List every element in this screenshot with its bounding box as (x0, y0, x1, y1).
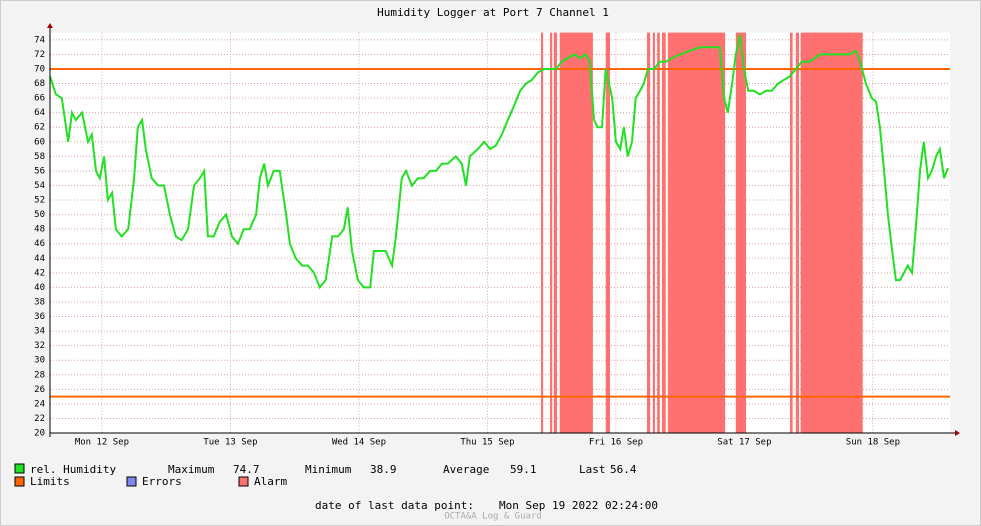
credit: OCTA&A Log & Guard (444, 512, 542, 522)
alarm-span (735, 32, 747, 433)
footer-date: Mon Sep 19 2022 02:24:00 (499, 499, 658, 512)
x-arrow (955, 430, 960, 436)
legend-label: Alarm (254, 475, 287, 488)
stat-value: 59.1 (510, 463, 537, 476)
y-tick-label: 48 (34, 225, 45, 235)
y-tick-label: 52 (34, 196, 45, 206)
legend-label: Limits (30, 475, 70, 488)
y-tick-label: 42 (34, 268, 45, 278)
legend-label: Errors (142, 475, 182, 488)
alarm-span (550, 32, 553, 433)
y-tick-label: 44 (34, 254, 45, 264)
y-tick-label: 58 (34, 152, 45, 162)
legend-swatch (238, 476, 249, 487)
y-tick-label: 26 (34, 385, 45, 395)
x-tick-label: Thu 15 Sep (460, 438, 514, 448)
alarm-span (605, 32, 611, 433)
alarm-span (652, 32, 655, 433)
stat-label: Minimum (305, 463, 352, 476)
alarm-span (795, 32, 800, 433)
y-tick-label: 46 (34, 239, 45, 249)
alarm-span (657, 32, 660, 433)
footer-label: date of last data point: (315, 499, 474, 512)
alarm-span (646, 32, 651, 433)
x-tick-label: Tue 13 Sep (203, 438, 257, 448)
y-tick-label: 22 (34, 414, 45, 424)
alarm-span (789, 32, 793, 433)
alarm-span (800, 32, 863, 433)
alarm-span (540, 32, 544, 433)
alarm-span (553, 32, 558, 433)
y-tick-label: 70 (34, 65, 45, 75)
y-tick-label: 36 (34, 312, 45, 322)
y-tick-label: 38 (34, 297, 45, 307)
alarm-span (661, 32, 666, 433)
y-tick-label: 72 (34, 50, 45, 60)
x-tick-label: Sat 17 Sep (717, 438, 771, 448)
stat-label: Last (579, 463, 606, 476)
y-tick-label: 56 (34, 166, 45, 176)
y-tick-label: 24 (34, 399, 45, 409)
y-tick-label: 68 (34, 79, 45, 89)
plot: 20 22 24 26 28 30 32 34 36 38 40 42 44 46 48 50 52 54 56 58… (34, 32, 950, 448)
stat-label: Average (443, 463, 489, 476)
stat-value: 74.7 (233, 463, 260, 476)
stat-label: Maximum (168, 463, 215, 476)
x-tick-label: Mon 12 Sep (75, 438, 129, 448)
legend-swatch (14, 476, 25, 487)
y-tick-label: 64 (34, 108, 45, 118)
stat-value: 56.4 (610, 463, 637, 476)
alarm-span (667, 32, 726, 433)
y-tick-label: 62 (34, 123, 45, 133)
stat-value: 38.9 (370, 463, 397, 476)
y-tick-label: 30 (34, 356, 45, 366)
alarm-span (559, 32, 593, 433)
y-tick-label: 66 (34, 94, 45, 104)
y-tick-label: 60 (34, 137, 45, 147)
y-tick-label: 34 (34, 327, 45, 337)
y-tick-label: 54 (34, 181, 45, 191)
x-tick-label: Sun 18 Sep (846, 438, 900, 448)
y-arrow (47, 23, 53, 28)
legend-swatch (126, 476, 137, 487)
legend-label: rel. Humidity (30, 463, 116, 476)
data-line (49, 34, 949, 290)
y-tick-label: 50 (34, 210, 45, 220)
y-tick-label: 74 (34, 35, 45, 45)
y-tick-label: 40 (34, 283, 45, 293)
x-tick-label: Wed 14 Sep (332, 438, 386, 448)
y-tick-label: 32 (34, 341, 45, 351)
chart-title: Humidity Logger at Port 7 Channel 1 (377, 6, 609, 19)
plot-area (50, 32, 950, 433)
legend-swatch (14, 463, 25, 474)
x-tick-label: Fri 16 Sep (589, 438, 643, 448)
y-tick-label: 28 (34, 370, 45, 380)
y-tick-label: 20 (34, 429, 45, 439)
